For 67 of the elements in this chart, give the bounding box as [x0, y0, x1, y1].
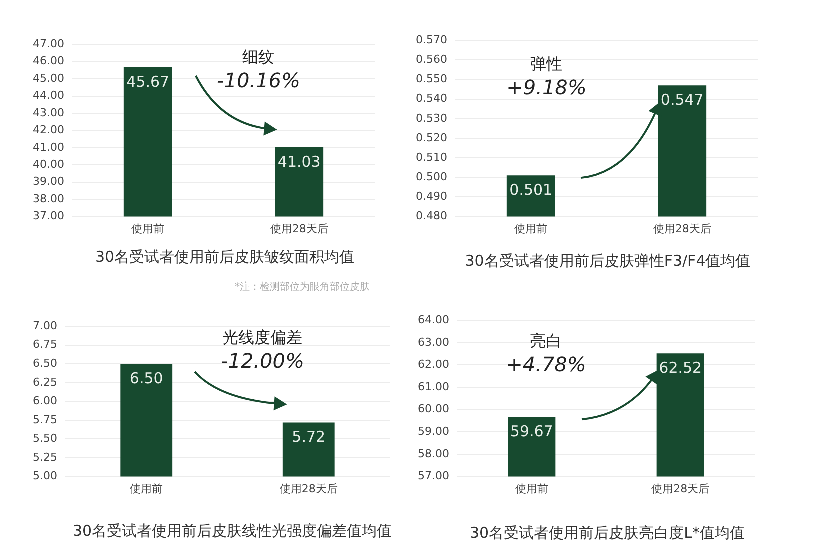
y-tick-label: 47.00 [32, 37, 64, 50]
data-label: 59.67 [510, 422, 554, 441]
y-tick-label: 59.00 [418, 425, 450, 438]
annotation: +9.18% [506, 75, 587, 100]
y-tick-label: 57.00 [418, 470, 450, 483]
text: 30名受试者使用前后皮肤线性光强度偏差值均值 [72, 522, 394, 541]
text: 30名受试者使用前后皮肤皱纹面积均值 [94, 248, 356, 267]
y-tick-label: 5.00 [32, 470, 58, 483]
y-tick-label: 0.500 [416, 170, 448, 184]
y-tick-label: 62.00 [418, 358, 450, 372]
text: *注：检测部位为眼角部位皮肤 [235, 280, 370, 294]
y-tick-label: 45.00 [32, 72, 64, 85]
x-tick-label: 使用28天后 [280, 482, 338, 496]
y-tick-label: 6.75 [32, 338, 58, 352]
data-label: 6.50 [130, 370, 164, 388]
y-tick-label: 0.480 [416, 210, 448, 223]
y-tick-label: 44.00 [32, 89, 64, 102]
y-tick-label: 63.00 [418, 336, 450, 349]
y-tick-label: 41.00 [32, 140, 64, 154]
x-tick-label: 使用前 [130, 482, 164, 496]
data-label: 5.72 [292, 428, 326, 446]
y-tick-label: 0.570 [416, 33, 448, 46]
y-tick-label: 40.00 [32, 158, 64, 171]
annotation: -10.16% [217, 68, 300, 93]
y-tick-label: 58.00 [418, 447, 450, 460]
data-label: 0.501 [510, 181, 553, 200]
x-tick-label: 使用28天后 [270, 222, 328, 236]
text: 30名受试者使用前后皮肤亮白度L*值均值 [469, 524, 746, 543]
x-tick-label: 使用28天后 [652, 482, 710, 496]
data-label: 0.547 [660, 91, 704, 110]
y-tick-label: 43.00 [32, 106, 64, 120]
y-tick-label: 5.75 [32, 413, 58, 426]
y-tick-label: 6.00 [32, 394, 58, 408]
y-tick-label: 7.00 [32, 319, 58, 332]
y-tick-label: 38.00 [32, 192, 64, 206]
annotation: +4.78% [506, 352, 586, 377]
y-tick-label: 0.490 [416, 190, 448, 204]
data-label: 45.67 [126, 72, 170, 91]
y-tick-label: 0.520 [416, 131, 448, 144]
x-tick-label: 使用前 [514, 222, 548, 236]
annotation: 亮白 [530, 332, 562, 351]
y-tick-label: 0.530 [416, 112, 448, 125]
y-tick-label: 60.00 [418, 402, 450, 416]
y-tick-label: 46.00 [32, 54, 64, 68]
y-tick-label: 6.50 [32, 357, 58, 370]
y-tick-label: 0.540 [416, 92, 448, 106]
data-label: 41.03 [278, 152, 321, 171]
x-tick-label: 使用前 [132, 222, 165, 236]
y-tick-label: 0.510 [416, 150, 448, 164]
x-tick-label: 使用28天后 [653, 222, 712, 236]
annotation: 细纹 [242, 48, 275, 67]
y-tick-label: 0.550 [416, 72, 448, 86]
y-tick-label: 64.00 [418, 313, 450, 326]
y-tick-label: 6.25 [32, 376, 58, 389]
y-tick-label: 42.00 [32, 124, 64, 137]
annotation: 光线度偏差 [222, 328, 303, 347]
x-tick-label: 使用前 [515, 482, 548, 496]
text: 30名受试者使用前后皮肤弹性F3/F4值均值 [464, 252, 752, 271]
y-tick-label: 61.00 [418, 380, 450, 394]
y-tick-label: 0.560 [416, 53, 448, 66]
annotation: -12.00% [221, 348, 304, 373]
y-tick-label: 5.50 [32, 432, 58, 446]
annotation: 弹性 [530, 54, 563, 74]
y-tick-label: 39.00 [32, 175, 64, 188]
data-label: 62.52 [659, 359, 702, 378]
y-tick-label: 37.00 [32, 210, 64, 223]
y-tick-label: 5.25 [32, 450, 58, 464]
